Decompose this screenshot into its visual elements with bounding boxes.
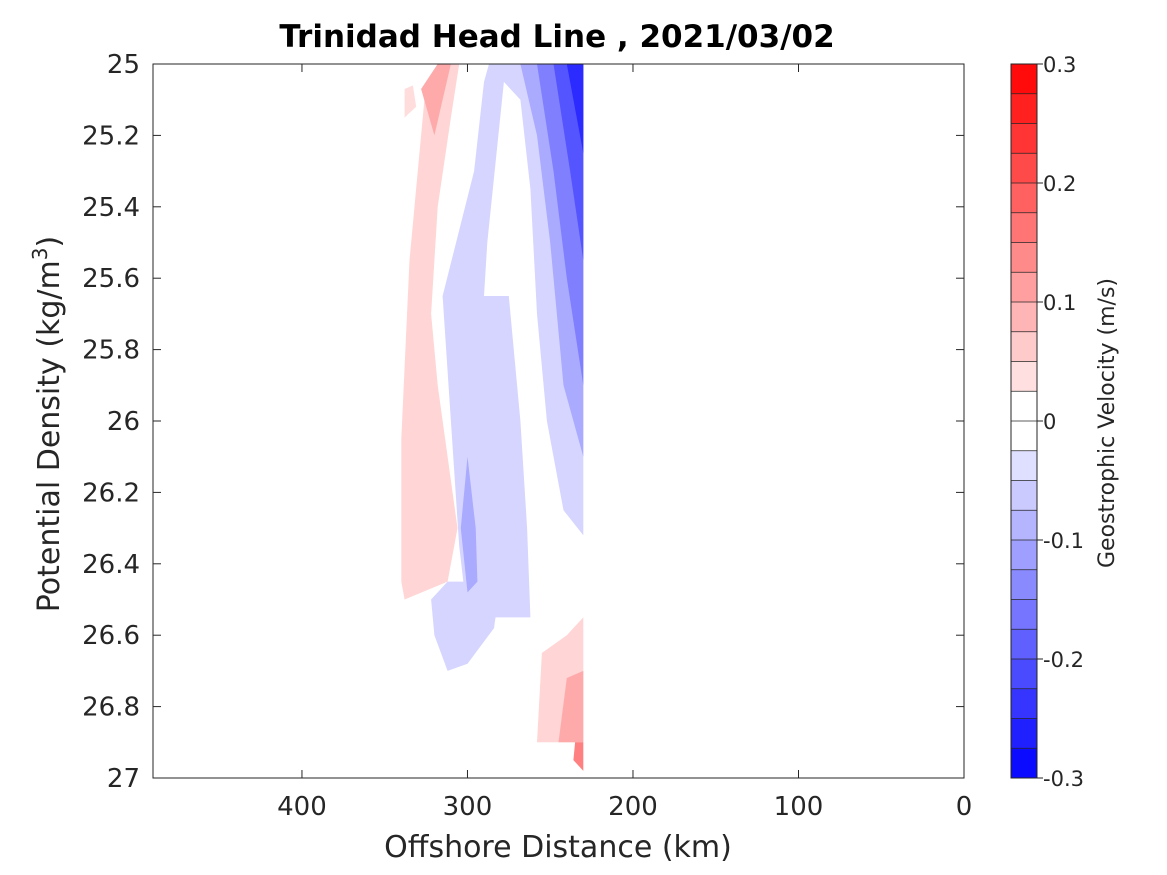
colorbar-tick-label: -0.3	[1043, 767, 1084, 791]
colorbar: 0.3 0.2 0.1 0 -0.1 -0.2 -0.3	[1010, 53, 1084, 791]
colorbar-swatch	[1011, 569, 1037, 600]
colorbar-swatch	[1011, 688, 1037, 719]
y-tick-label: 25.4	[82, 193, 140, 223]
colorbar-swatch	[1011, 421, 1037, 452]
y-tick-label: 26.8	[82, 693, 140, 723]
plot-area	[152, 63, 965, 779]
y-tick-label: 25	[107, 50, 140, 80]
y-tick-label: 26.4	[82, 550, 140, 580]
colorbar-swatch	[1011, 183, 1037, 214]
colorbar-tick-label: 0.3	[1043, 53, 1076, 77]
contour-pos-deep-max	[573, 742, 584, 771]
colorbar-swatch	[1011, 599, 1037, 630]
colorbar-swatch	[1011, 361, 1037, 392]
colorbar-swatch	[1011, 510, 1037, 541]
colorbar-swatch	[1011, 540, 1037, 571]
y-tick-label: 26.2	[82, 478, 140, 508]
colorbar-swatch	[1011, 64, 1037, 95]
colorbar-swatch	[1011, 302, 1037, 333]
colorbar-swatch	[1011, 748, 1037, 779]
y-tick-label: 25.8	[82, 336, 140, 366]
colorbar-swatch	[1011, 450, 1037, 481]
colorbar-tick-label: 0.2	[1043, 172, 1076, 196]
y-axis: 25 25.2 25.4 25.6 25.8 26 26.2 26.4 26.6 26.8 27	[82, 50, 964, 794]
y-tick-label: 25.2	[82, 121, 140, 151]
colorbar-swatch	[1011, 480, 1037, 511]
colorbar-swatch	[1011, 272, 1037, 303]
contour-pos-deep-core	[558, 670, 584, 743]
contour-neg-lens	[460, 456, 478, 593]
colorbar-swatch	[1011, 629, 1037, 660]
chart-title: Trinidad Head Line , 2021/03/02	[279, 19, 834, 55]
x-tick-label: 0	[956, 792, 973, 822]
contour-pos-small-top	[404, 85, 417, 118]
colorbar-swatch	[1011, 242, 1037, 273]
colorbar-tick-label: 0.1	[1043, 291, 1076, 315]
contour-neg-deep-lobe	[431, 581, 501, 671]
x-tick-label: 100	[774, 792, 824, 822]
colorbar-swatch	[1011, 391, 1037, 422]
colorbar-swatch	[1011, 212, 1037, 243]
x-tick-label: 300	[443, 792, 493, 822]
contour-pos-band-shallow	[401, 64, 460, 600]
colorbar-swatch	[1011, 659, 1037, 690]
y-tick-label: 26.6	[82, 621, 140, 651]
colorbar-swatch	[1011, 718, 1037, 749]
colorbar-swatch	[1011, 153, 1037, 184]
colorbar-label: Geostrophic Velocity (m/s)	[1095, 278, 1120, 568]
y-tick-label: 26	[107, 407, 140, 437]
colorbar-tick-label: -0.2	[1043, 648, 1084, 672]
colorbar-tick-label: 0	[1043, 410, 1056, 434]
contour-neg-core-2	[553, 64, 584, 261]
colorbar-swatch	[1011, 93, 1037, 124]
x-axis-label: Offshore Distance (km)	[384, 830, 732, 865]
x-axis: 400 300 200 100 0	[277, 64, 972, 822]
y-axis-label: Potential Density (kg/m3)	[28, 236, 67, 612]
contour-neg-core-3	[566, 64, 584, 154]
contour-pos-core-shallow	[421, 64, 451, 136]
x-tick-label: 200	[608, 792, 658, 822]
colorbar-swatch	[1011, 331, 1037, 362]
x-tick-label: 400	[277, 792, 327, 822]
colorbar-swatch	[1011, 123, 1037, 154]
y-tick-label: 25.6	[82, 264, 140, 294]
colorbar-tick-label: -0.1	[1043, 529, 1084, 553]
y-tick-label: 27	[107, 764, 140, 794]
